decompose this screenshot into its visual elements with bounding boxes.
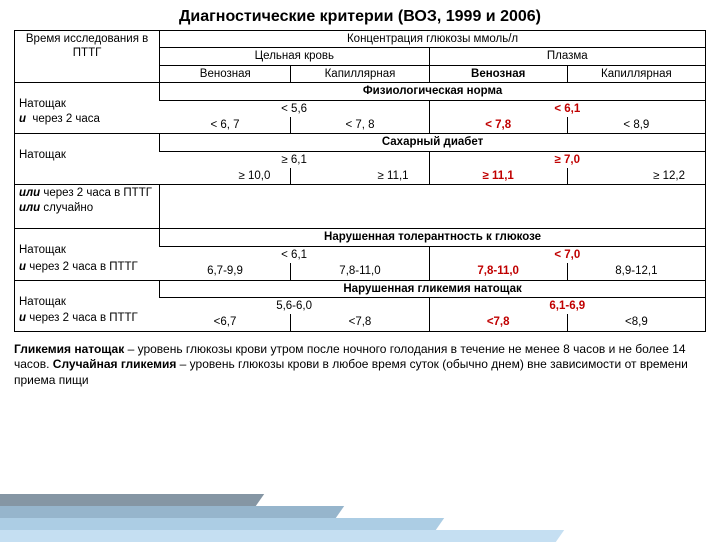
igt-r2-v1: 6,7-9,9 xyxy=(160,263,291,280)
norm-r2-v4: < 8,9 xyxy=(567,117,705,134)
norm-r2-v2: < 7, 8 xyxy=(291,117,429,134)
igt-r1-v2: < 7,0 xyxy=(554,249,580,261)
norm-r2-label: u через 2 часа xyxy=(19,112,155,126)
ifg-r2-v4: <8,9 xyxy=(567,314,705,331)
norm-r1-v2: < 6,1 xyxy=(554,103,580,115)
section-ifg: Нарушенная гликемия натощак xyxy=(160,280,706,297)
col-plasma: Плазма xyxy=(429,48,705,65)
section-norm: Физиологическая норма xyxy=(160,83,706,100)
igt-r2-label: u через 2 часа в ПТТГ xyxy=(19,260,155,274)
ifg-r2-label: u через 2 часа в ПТТГ xyxy=(19,311,155,325)
col-capillary-2: Капиллярная xyxy=(567,65,705,82)
col-venous-2: Венозная xyxy=(429,65,567,82)
igt-r2-v4: 8,9-12,1 xyxy=(567,263,705,280)
norm-r2-v3: < 7,8 xyxy=(485,119,511,131)
col-venous-1: Венозная xyxy=(160,65,291,82)
col-capillary-1: Капиллярная xyxy=(291,65,429,82)
igt-r2-v2: 7,8-11,0 xyxy=(291,263,429,280)
criteria-table: Время исследования в ПТТГ Концентрация г… xyxy=(14,30,706,332)
section-igt: Нарушенная толерантность к глюкозе xyxy=(160,229,706,246)
igt-r2-v3: 7,8-11,0 xyxy=(477,265,519,277)
col-time: Время исследования в ПТТГ xyxy=(15,31,160,83)
footnote: Гликемия натощак – уровень глюкозы крови… xyxy=(14,342,706,389)
decorative-bars xyxy=(0,470,720,540)
ifg-r1-label: Натощак xyxy=(19,295,155,309)
norm-r1-label: Натощак xyxy=(19,97,155,111)
page-title: Диагностические критерии (ВОЗ, 1999 и 20… xyxy=(14,8,706,26)
igt-r1-v1: < 6,1 xyxy=(160,246,429,263)
col-whole-blood: Цельная кровь xyxy=(160,48,429,65)
norm-r2-v1: < 6, 7 xyxy=(160,117,291,134)
dm-r1-v1: ≥ 6,1 xyxy=(160,151,429,168)
dm-r2-v4: ≥ 12,2 xyxy=(567,168,705,185)
ifg-r2-v2: <7,8 xyxy=(291,314,429,331)
dm-r3-label: или через 2 часа в ПТТГ или случайно xyxy=(15,185,160,229)
igt-r1-label: Натощак xyxy=(19,243,155,257)
dm-r2-v3: ≥ 11,1 xyxy=(483,170,514,182)
dm-r2-v2: ≥ 11,1 xyxy=(291,168,429,185)
ifg-r2-v1: <6,7 xyxy=(160,314,291,331)
ifg-r1-v1: 5,6-6,0 xyxy=(160,297,429,314)
ifg-r1-v2: 6,1-6,9 xyxy=(549,300,585,312)
dm-r1-v2: ≥ 7,0 xyxy=(555,154,581,166)
dm-r1-label: Натощак xyxy=(19,148,155,162)
dm-r2-v1: ≥ 10,0 xyxy=(160,168,291,185)
section-dm: Сахарный диабет xyxy=(160,134,706,151)
ifg-r2-v3: <7,8 xyxy=(487,316,510,328)
col-conc: Концентрация глюкозы ммоль/л xyxy=(160,31,706,48)
norm-r1-v1: < 5,6 xyxy=(160,100,429,117)
